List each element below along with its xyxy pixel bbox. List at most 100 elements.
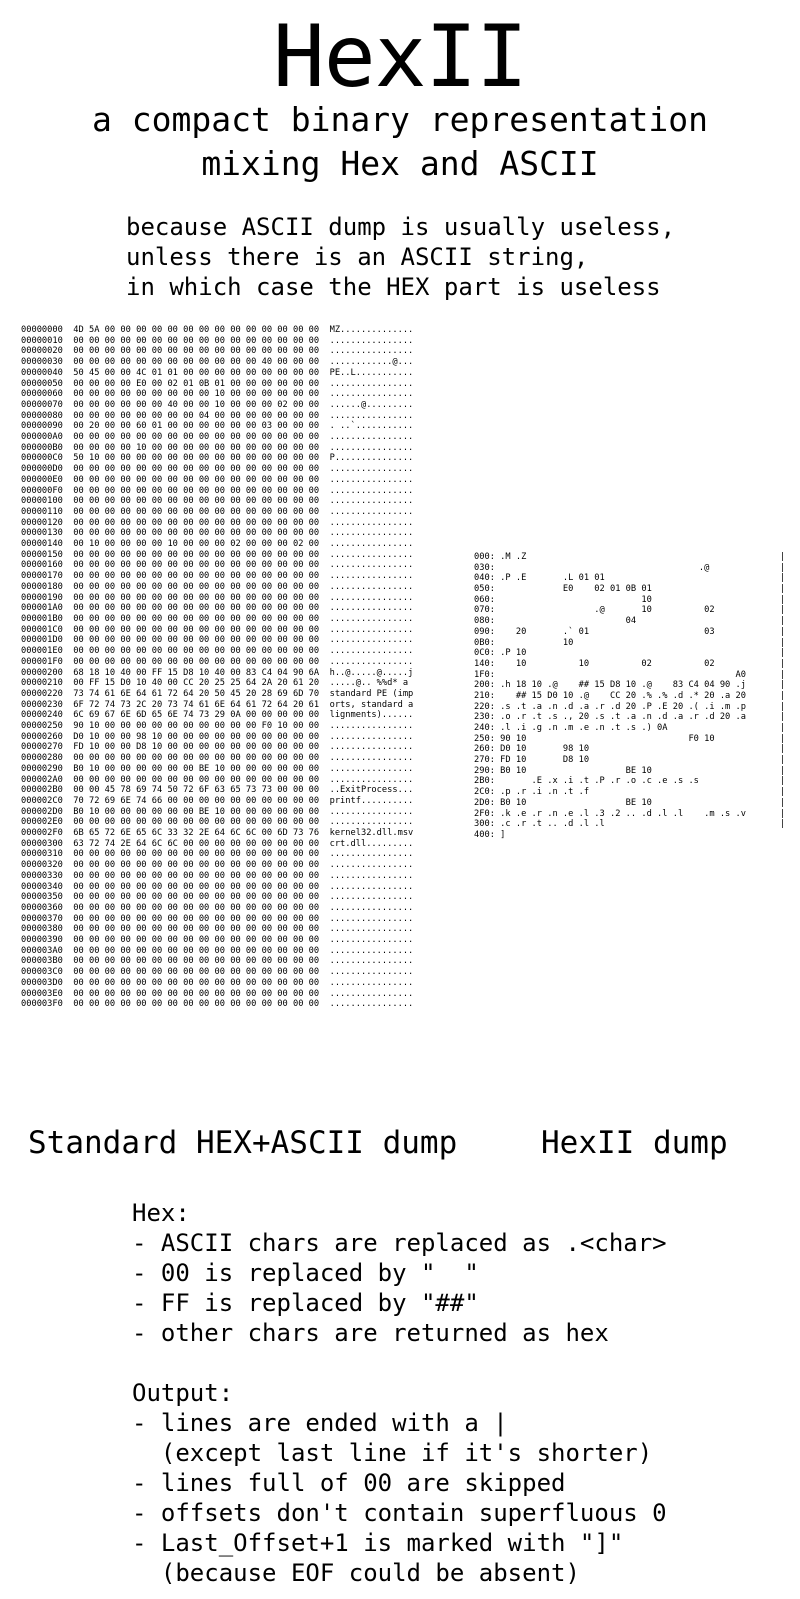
hexii-line-text: 300: .c .r .t .. .d .l .l xyxy=(474,819,605,830)
line-end-bar: | xyxy=(779,723,785,733)
standard-dump-line: 00000350 00 00 00 00 00 00 00 00 00 00 0… xyxy=(21,892,414,903)
standard-dump-line: 00000240 6C 69 67 6E 6D 65 6E 74 73 29 0… xyxy=(21,710,414,721)
standard-dump-line: 00000230 6F 72 74 73 2C 20 73 74 61 6E 6… xyxy=(21,699,414,710)
line-end-bar: | xyxy=(779,573,785,584)
line-end-bar: | xyxy=(779,744,785,755)
line-end-bar: | xyxy=(779,648,785,659)
hexii-line-text: 140: 10 10 02 02 xyxy=(474,658,715,669)
line-end-bar: | xyxy=(779,690,785,701)
line-end-bar: | xyxy=(779,733,785,744)
hexii-line-text: 2C0: .p .r .i .n .t .f xyxy=(474,787,590,798)
standard-dump-line: 00000000 4D 5A 00 00 00 00 00 00 00 00 0… xyxy=(21,325,414,335)
standard-dump-line: 00000180 00 00 00 00 00 00 00 00 00 00 0… xyxy=(21,581,414,592)
standard-dump-line: 00000120 00 00 00 00 00 00 00 00 00 00 0… xyxy=(21,517,414,528)
standard-dump-line: 000003A0 00 00 00 00 00 00 00 00 00 00 0… xyxy=(21,945,414,956)
standard-dump-line: 00000190 00 00 00 00 00 00 00 00 00 00 0… xyxy=(21,592,414,603)
standard-dump-line: 00000210 00 FF 15 D0 10 40 00 CC 20 25 2… xyxy=(21,678,414,689)
hexii-dump-line: 2C0: .p .r .i .n .t .f | xyxy=(474,787,785,798)
line-end-bar: | xyxy=(779,616,785,627)
hexii-line-text: 210: ## 15 D0 10 .@ CC 20 .% .% .d .* 20… xyxy=(474,690,746,701)
line-end-bar: | xyxy=(779,584,785,595)
line-end-bar: | xyxy=(779,658,785,669)
hexii-line-text: 080: 04 xyxy=(474,616,637,627)
standard-dump-line: 00000300 63 72 74 2E 64 6C 6C 00 00 00 0… xyxy=(21,838,414,849)
subtitle: a compact binary representation mixing H… xyxy=(92,100,708,183)
line-end-bar: | xyxy=(779,765,785,776)
hexii-dump-line: 250: 90 10 F0 10 | xyxy=(474,734,785,745)
hexii-line-text: 060: 10 xyxy=(474,594,652,605)
line-end-bar: | xyxy=(779,605,785,616)
hexii-dump-line: 000: .M .Z | xyxy=(474,552,785,563)
standard-dump-line: 000000A0 00 00 00 00 00 00 00 00 00 00 0… xyxy=(21,432,414,443)
standard-dump-line: 000002A0 00 00 00 00 00 00 00 00 00 00 0… xyxy=(21,774,414,785)
standard-dump-line: 000002F0 6B 65 72 6E 65 6C 33 32 2E 64 6… xyxy=(21,828,414,839)
hexii-line-text: 0B0: 10 xyxy=(474,637,574,648)
standard-dump-line: 00000330 00 00 00 00 00 00 00 00 00 00 0… xyxy=(21,870,414,881)
standard-dump-line: 000001A0 00 00 00 00 00 00 00 00 00 00 0… xyxy=(21,603,414,614)
hexii-dump-line: 0C0: .P 10 | xyxy=(474,648,785,659)
line-end-bar: | xyxy=(779,797,785,808)
standard-dump-line: 000003D0 00 00 00 00 00 00 00 00 00 00 0… xyxy=(21,977,414,988)
standard-dump-line: 000003B0 00 00 00 00 00 00 00 00 00 00 0… xyxy=(21,956,414,967)
hexii-dump-line: 030: .@ | xyxy=(474,563,785,574)
hexii-dump: 000: .M .Z | 030: .@ | 040: .P .E .L 01 01 | 0… xyxy=(474,552,785,841)
standard-dump-line: 00000050 00 00 00 00 E0 00 02 01 0B 01 0… xyxy=(21,378,414,389)
hexii-line-text: 290: B0 10 BE 10 xyxy=(474,765,652,776)
hexii-dump-line: 2B0: .E .x .i .t .P .r .o .c .e .s .s | xyxy=(474,776,785,787)
standard-dump-line: 000003E0 00 00 00 00 00 00 00 00 00 00 0… xyxy=(21,988,414,999)
standard-dump-line: 000002B0 00 00 45 78 69 74 50 72 6F 63 6… xyxy=(21,785,414,796)
line-end-bar: | xyxy=(779,808,785,819)
standard-dump-line: 00000150 00 00 00 00 00 00 00 00 00 00 0… xyxy=(21,549,414,560)
standard-hex-dump: 00000000 4D 5A 00 00 00 00 00 00 00 00 0… xyxy=(21,325,413,1010)
standard-dump-line: 00000070 00 00 00 00 00 00 40 00 00 10 0… xyxy=(21,399,414,410)
standard-dump-line: 00000380 00 00 00 00 00 00 00 00 00 00 0… xyxy=(21,924,414,935)
hexii-dump-line: 270: FD 10 D8 10 | xyxy=(474,755,785,766)
standard-dump-line: 00000250 90 10 00 00 00 00 00 00 00 00 0… xyxy=(21,721,414,732)
standard-dump-line: 00000290 B0 10 00 00 00 00 00 00 BE 10 0… xyxy=(21,763,414,774)
standard-dump-line: 00000100 00 00 00 00 00 00 00 00 00 00 0… xyxy=(21,496,414,507)
standard-dump-line: 000001B0 00 00 00 00 00 00 00 00 00 00 0… xyxy=(21,613,414,624)
intro-text: because ASCII dump is usually useless, u… xyxy=(126,213,676,301)
standard-dump-line: 00000310 00 00 00 00 00 00 00 00 00 00 0… xyxy=(21,849,414,860)
output-rules: Output: - lines are ended with a | (exce… xyxy=(132,1379,667,1587)
hexii-line-text: 090: 20 .` 01 03 xyxy=(474,626,715,637)
hexii-line-text: 030: .@ xyxy=(474,562,710,573)
hexii-dump-line: 2D0: B0 10 BE 10 | xyxy=(474,798,785,809)
standard-dump-line: 00000040 50 45 00 00 4C 01 01 00 00 00 0… xyxy=(21,367,414,378)
standard-dump-line: 00000270 FD 10 00 00 D8 10 00 00 00 00 0… xyxy=(21,742,414,753)
hexii-line-text: 2D0: B0 10 BE 10 xyxy=(474,797,652,808)
hexii-line-text: 240: .l .i .g .n .m .e .n .t .s .) 0A xyxy=(474,723,668,733)
standard-dump-line: 000000C0 50 10 00 00 00 00 00 00 00 00 0… xyxy=(21,453,414,464)
line-end-bar: | xyxy=(779,712,785,723)
hexii-dump-line: 260: D0 10 98 10 | xyxy=(474,744,785,755)
page-title: HexII xyxy=(273,7,528,107)
line-end-bar: | xyxy=(779,562,785,573)
hexii-line-text: 000: .M .Z xyxy=(474,552,527,562)
standard-dump-line: 000002D0 B0 10 00 00 00 00 00 00 BE 10 0… xyxy=(21,806,414,817)
line-end-bar: | xyxy=(779,701,785,712)
hexii-dump-line: 140: 10 10 02 02 | xyxy=(474,659,785,670)
hexii-dump-line: 300: .c .r .t .. .d .l .l | xyxy=(474,819,785,830)
line-end-bar: | xyxy=(779,755,785,766)
hexii-line-text: 220: .s .t .a .n .d .a .r .d 20 .P .E 20… xyxy=(474,701,746,712)
hexii-dump-line: 080: 04 | xyxy=(474,616,785,627)
standard-dump-line: 000002E0 00 00 00 00 00 00 00 00 00 00 0… xyxy=(21,817,414,828)
hexii-dump-line: 210: ## 15 D0 10 .@ CC 20 .% .% .d .* 20… xyxy=(474,691,785,702)
hexii-dump-line: 400: ] xyxy=(474,830,785,841)
hexii-line-text: 040: .P .E .L 01 01 xyxy=(474,573,605,584)
hexii-line-text: 250: 90 10 F0 10 xyxy=(474,733,715,744)
line-end-bar: | xyxy=(779,669,785,680)
standard-dump-line: 00000140 00 10 00 00 00 00 10 00 00 00 0… xyxy=(21,539,414,550)
standard-dump-line: 00000320 00 00 00 00 00 00 00 00 00 00 0… xyxy=(21,860,414,871)
hexii-dump-line: 220: .s .t .a .n .d .a .r .d 20 .P .E 20… xyxy=(474,702,785,713)
standard-dump-line: 000001F0 00 00 00 00 00 00 00 00 00 00 0… xyxy=(21,656,414,667)
standard-dump-line: 00000200 68 18 10 40 00 FF 15 D8 10 40 0… xyxy=(21,667,414,678)
standard-dump-line: 000000B0 00 00 00 00 10 00 00 00 00 00 0… xyxy=(21,442,414,453)
line-end-bar: | xyxy=(779,819,785,830)
hexii-dump-line: 090: 20 .` 01 03 | xyxy=(474,627,785,638)
hexii-dump-line: 200: .h 18 10 .@ ## 15 D8 10 .@ 83 C4 04… xyxy=(474,680,785,691)
line-end-bar: | xyxy=(779,626,785,637)
standard-dump-line: 00000170 00 00 00 00 00 00 00 00 00 00 0… xyxy=(21,571,414,582)
hexii-line-text: 400: ] xyxy=(474,829,506,840)
hexii-line-text: 070: .@ 10 02 xyxy=(474,605,715,616)
